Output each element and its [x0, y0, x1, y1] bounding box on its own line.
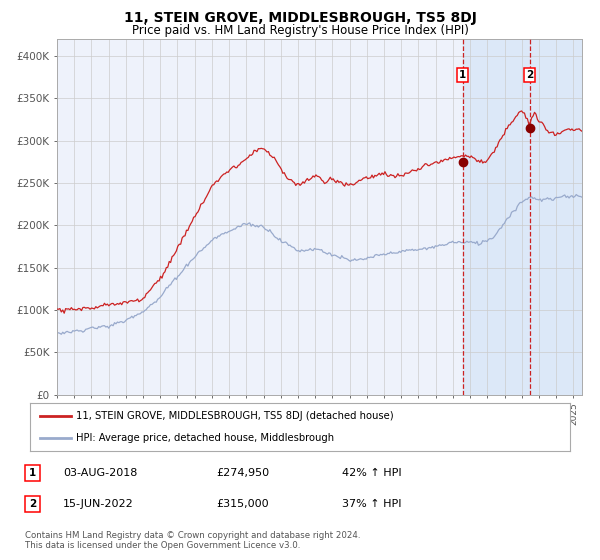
Text: £274,950: £274,950 — [216, 468, 269, 478]
Bar — [463, 39, 582, 395]
Text: 03-AUG-2018: 03-AUG-2018 — [63, 468, 137, 478]
Text: 2: 2 — [526, 70, 533, 80]
Text: 37% ↑ HPI: 37% ↑ HPI — [342, 499, 401, 509]
Text: 11, STEIN GROVE, MIDDLESBROUGH, TS5 8DJ: 11, STEIN GROVE, MIDDLESBROUGH, TS5 8DJ — [124, 11, 476, 25]
Text: 42% ↑ HPI: 42% ↑ HPI — [342, 468, 401, 478]
Text: 1: 1 — [459, 70, 467, 80]
Text: 11, STEIN GROVE, MIDDLESBROUGH, TS5 8DJ (detached house): 11, STEIN GROVE, MIDDLESBROUGH, TS5 8DJ … — [76, 411, 394, 421]
Text: HPI: Average price, detached house, Middlesbrough: HPI: Average price, detached house, Midd… — [76, 433, 334, 443]
Text: Contains HM Land Registry data © Crown copyright and database right 2024.
This d: Contains HM Land Registry data © Crown c… — [25, 531, 361, 550]
Text: 1: 1 — [29, 468, 37, 478]
Text: 2: 2 — [29, 499, 37, 509]
Text: 15-JUN-2022: 15-JUN-2022 — [63, 499, 134, 509]
Text: Price paid vs. HM Land Registry's House Price Index (HPI): Price paid vs. HM Land Registry's House … — [131, 24, 469, 36]
Text: £315,000: £315,000 — [216, 499, 269, 509]
